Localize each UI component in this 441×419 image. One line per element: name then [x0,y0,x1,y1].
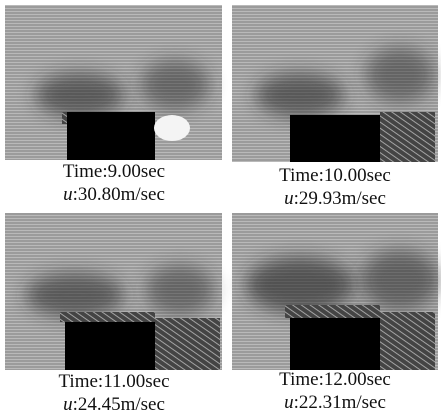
flow-panel [5,5,222,160]
time-label: Time:11.00sec [58,371,170,392]
time-label: Time:10.00sec [279,165,391,186]
symbol: u [63,184,73,205]
time-label: Time:9.00sec [62,161,166,182]
speed-label: u:29.93m/sec [225,187,441,210]
symbol: u [63,394,73,415]
caption: Time:9.00sec u:30.80m/sec [4,160,224,206]
speed: :29.93m/sec [293,188,386,209]
flow-panel [5,213,222,370]
flow-panel [232,213,440,370]
symbol: u [284,392,294,413]
flow-panel [232,5,438,162]
caption: Time:10.00sec u:29.93m/sec [225,164,441,210]
speed-label: u:24.45m/sec [4,393,224,416]
caption: Time:12.00sec u:22.31m/sec [225,368,441,414]
symbol: u [284,188,294,209]
caption: Time:11.00sec u:24.45m/sec [4,370,224,416]
time-label: Time:12.00sec [279,369,391,390]
speed-label: u:30.80m/sec [4,183,224,206]
speed: :30.80m/sec [72,184,165,205]
speed-label: u:22.31m/sec [225,391,441,414]
speed: :24.45m/sec [72,394,165,415]
speed: :22.31m/sec [293,392,386,413]
